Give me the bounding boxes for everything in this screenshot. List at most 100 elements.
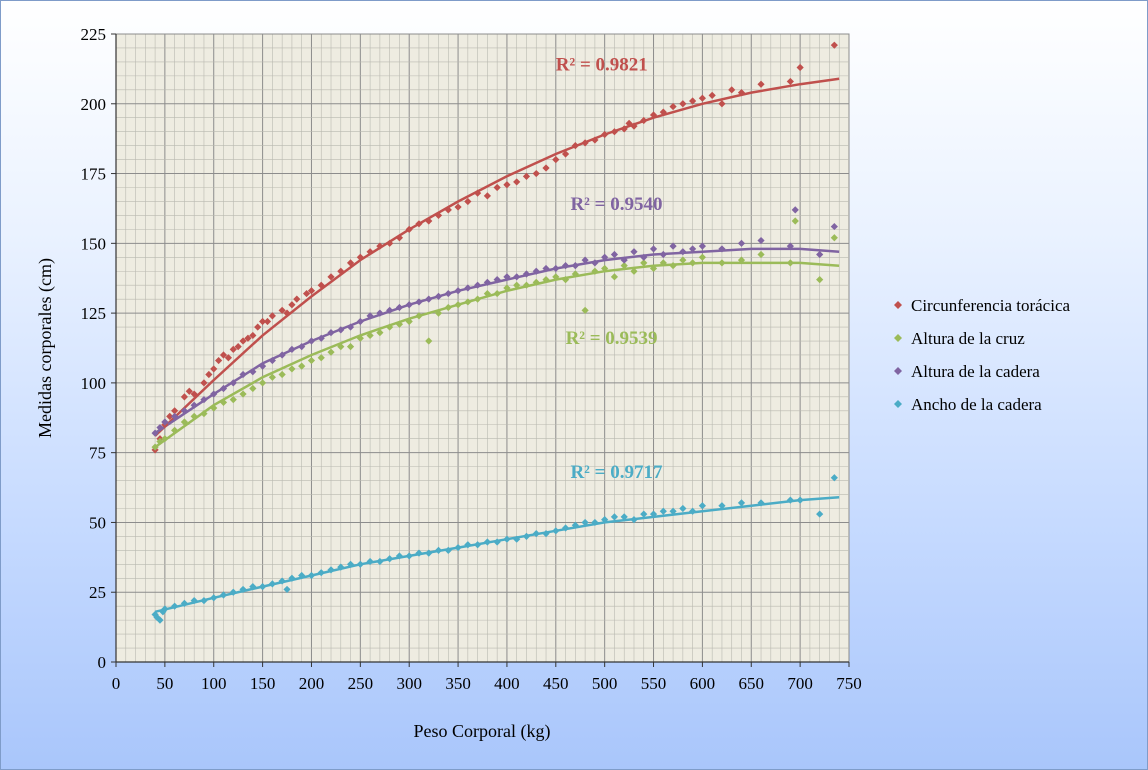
- data-point: [561, 262, 570, 270]
- y-tick-label: 150: [81, 234, 107, 253]
- data-point: [425, 337, 433, 345]
- data-point: [591, 267, 599, 275]
- data-point: [552, 264, 560, 273]
- data-point: [425, 217, 433, 225]
- data-point: [610, 128, 619, 136]
- data-point: [698, 242, 706, 250]
- data-point: [640, 253, 648, 261]
- data-point: [483, 192, 491, 200]
- data-point: [552, 156, 560, 164]
- data-point: [591, 518, 599, 527]
- data-point: [493, 289, 501, 298]
- data-point: [532, 278, 540, 287]
- data-point: [625, 119, 633, 127]
- data-point: [737, 89, 746, 97]
- data-point: [210, 404, 218, 412]
- data-point: [757, 499, 765, 507]
- data-point: [816, 276, 824, 284]
- data-point: [224, 354, 232, 362]
- data-point: [649, 111, 658, 119]
- data-point: [591, 136, 599, 144]
- data-point: [259, 583, 267, 591]
- data-point: [444, 546, 452, 554]
- y-axis-title: Medidas corporales (cm): [35, 258, 56, 438]
- x-tick-label: 550: [641, 674, 667, 693]
- data-point: [278, 351, 286, 359]
- data-point: [434, 292, 443, 300]
- data-point: [796, 496, 804, 504]
- data-point: [796, 63, 804, 72]
- data-point: [239, 390, 247, 398]
- data-point: [483, 289, 491, 298]
- data-point: [234, 343, 242, 351]
- y-tick-label: 125: [81, 304, 107, 323]
- data-point: [669, 262, 677, 270]
- data-point: [503, 273, 511, 281]
- data-point: [737, 239, 746, 247]
- data-point: [425, 549, 433, 557]
- data-point: [542, 264, 550, 273]
- data-point: [405, 317, 413, 326]
- data-point: [786, 242, 794, 250]
- data-point: [581, 306, 589, 314]
- data-point: [259, 379, 267, 387]
- data-point: [649, 245, 658, 253]
- data-point: [474, 281, 482, 289]
- data-point: [210, 365, 218, 373]
- data-point: [728, 86, 736, 94]
- data-point: [386, 239, 394, 247]
- data-point: [171, 602, 179, 610]
- data-point: [254, 323, 262, 331]
- data-point: [669, 102, 677, 111]
- data-point: [327, 348, 335, 356]
- data-point: [698, 253, 706, 261]
- data-point: [791, 206, 799, 214]
- data-point: [161, 605, 169, 613]
- data-point: [166, 412, 174, 420]
- data-point: [493, 276, 501, 284]
- data-point: [698, 502, 706, 510]
- data-point: [679, 256, 687, 264]
- data-point: [415, 549, 423, 557]
- data-point: [791, 217, 799, 225]
- data-point: [346, 259, 355, 267]
- data-point: [679, 100, 687, 108]
- data-point: [180, 393, 189, 401]
- data-point: [561, 276, 570, 284]
- legend-item-label: Ancho de la cadera: [911, 395, 1042, 414]
- data-point: [366, 312, 374, 320]
- data-point: [581, 518, 589, 527]
- data-point: [503, 284, 511, 292]
- data-point: [434, 546, 443, 554]
- data-point: [366, 248, 374, 256]
- data-point: [337, 563, 345, 571]
- data-point: [190, 596, 198, 605]
- y-tick-label: 100: [81, 374, 107, 393]
- data-point: [215, 356, 223, 365]
- data-point: [180, 599, 189, 607]
- r2-label-3: R² = 0.9540: [570, 194, 662, 215]
- trend-line-1: [154, 77, 840, 437]
- data-point: [454, 203, 462, 211]
- data-point: [395, 234, 404, 242]
- data-point: [161, 418, 169, 426]
- data-point: [259, 317, 267, 326]
- x-tick-label: 500: [592, 674, 618, 693]
- data-point: [464, 541, 472, 549]
- data-point: [356, 334, 364, 342]
- data-point: [830, 474, 838, 482]
- data-point: [405, 301, 413, 309]
- data-point: [513, 178, 521, 186]
- data-point: [425, 295, 433, 303]
- x-tick-label: 250: [348, 674, 374, 693]
- data-point: [522, 172, 531, 180]
- data-point: [610, 273, 619, 281]
- data-point: [259, 362, 267, 370]
- data-point: [542, 530, 550, 538]
- data-point: [601, 130, 609, 139]
- x-tick-label: 450: [543, 674, 569, 693]
- data-point: [718, 502, 726, 510]
- data-point: [513, 281, 521, 289]
- data-point: [376, 242, 384, 250]
- data-point: [268, 373, 276, 381]
